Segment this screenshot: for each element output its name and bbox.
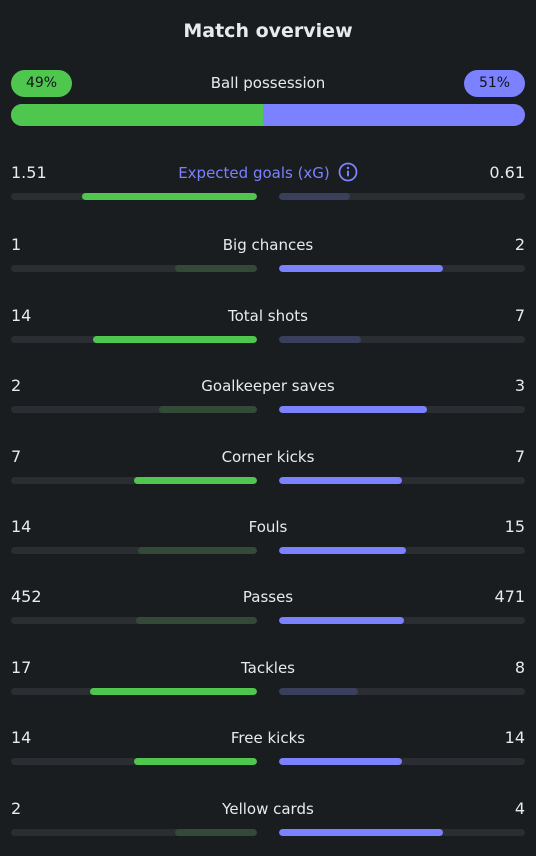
- stat-away-value: 0.61: [489, 163, 525, 182]
- stat-away-bar-track: [279, 193, 525, 200]
- stat-label: Free kicks: [11, 727, 525, 749]
- stat-home-value: 1: [11, 235, 22, 254]
- stat-home-bar-fill: [175, 265, 257, 272]
- stat-home-value: 2: [11, 376, 22, 395]
- stat-label: Big chances: [11, 234, 525, 256]
- stat-home-bar-track: [11, 336, 257, 343]
- stat-away-bar-track: [279, 829, 525, 836]
- stat-home-bar-fill: [81, 193, 257, 200]
- stat-away-bar-track: [279, 265, 525, 272]
- stat-home-bar-track: [11, 758, 257, 765]
- stat-away-bar-track: [279, 477, 525, 484]
- possession-bar: [11, 104, 525, 126]
- stat-home-bar-track: [11, 477, 257, 484]
- stat-row: 17 Tackles 8: [11, 657, 525, 701]
- stat-label: Yellow cards: [11, 798, 525, 820]
- stat-label-text: Tackles: [240, 659, 296, 677]
- stat-label-text: Expected goals (xG): [178, 164, 330, 182]
- stat-away-bar-track: [279, 758, 525, 765]
- stat-away-bar-fill: [279, 688, 358, 695]
- stat-row: 7 Corner kicks 7: [11, 446, 525, 490]
- stat-label-text: Passes: [242, 588, 294, 606]
- stat-home-value: 17: [11, 658, 32, 677]
- stat-home-bar-track: [11, 406, 257, 413]
- stat-home-bar-fill: [136, 617, 257, 624]
- stat-row: 1 Big chances 2: [11, 234, 525, 278]
- stat-label-text: Goalkeeper saves: [201, 377, 335, 395]
- stat-away-bar-fill: [279, 336, 361, 343]
- stat-home-value: 2: [11, 799, 22, 818]
- stat-row: 14 Total shots 7: [11, 305, 525, 349]
- stat-label-text: Fouls: [248, 518, 288, 536]
- stat-home-bar-fill: [89, 688, 257, 695]
- possession-row: 49% Ball possession 51%: [11, 70, 525, 97]
- stat-away-value: 2: [514, 235, 525, 254]
- stat-label-text: Yellow cards: [222, 800, 314, 818]
- possession-away-pill: 51%: [464, 70, 525, 97]
- stat-row: 2 Yellow cards 4: [11, 798, 525, 842]
- stat-away-value: 7: [514, 306, 525, 325]
- stat-home-bar-fill: [134, 758, 257, 765]
- possession-label: Ball possession: [210, 74, 326, 92]
- stat-row: 14 Fouls 15: [11, 516, 525, 560]
- stat-away-value: 471: [494, 587, 525, 606]
- stat-home-value: 1.51: [11, 163, 47, 182]
- stat-row: 452 Passes 471: [11, 586, 525, 630]
- stat-label: Corner kicks: [11, 446, 525, 468]
- page-title: Match overview: [183, 20, 353, 42]
- stat-away-bar-track: [279, 688, 525, 695]
- stat-row: 2 Goalkeeper saves 3: [11, 375, 525, 419]
- stat-home-bar-track: [11, 829, 257, 836]
- stat-home-bar-track: [11, 193, 257, 200]
- stat-label-text: Big chances: [222, 236, 314, 254]
- stat-away-bar-fill: [279, 547, 407, 554]
- stat-home-value: 14: [11, 728, 32, 747]
- stat-away-bar-track: [279, 547, 525, 554]
- stat-home-bar-track: [11, 688, 257, 695]
- stat-away-bar-fill: [279, 406, 427, 413]
- stat-away-value: 14: [504, 728, 525, 747]
- stat-away-bar-track: [279, 406, 525, 413]
- stat-home-bar-fill: [138, 547, 257, 554]
- stat-away-bar-fill: [279, 265, 444, 272]
- stat-home-value: 452: [11, 587, 42, 606]
- possession-home-fill: [11, 104, 263, 126]
- stat-home-value: 7: [11, 447, 22, 466]
- stat-home-value: 14: [11, 306, 32, 325]
- stat-label: Goalkeeper saves: [11, 375, 525, 397]
- stat-home-bar-fill: [158, 406, 257, 413]
- stat-home-bar-fill: [175, 829, 257, 836]
- stat-label: Tackles: [11, 657, 525, 679]
- stat-label: Fouls: [11, 516, 525, 538]
- stat-away-value: 3: [514, 376, 525, 395]
- stat-away-bar-fill: [279, 193, 350, 200]
- stat-away-bar-fill: [279, 477, 402, 484]
- stat-home-bar-track: [11, 547, 257, 554]
- stat-away-bar-track: [279, 336, 525, 343]
- stat-home-bar-track: [11, 265, 257, 272]
- stat-home-bar-fill: [134, 477, 257, 484]
- stat-away-value: 8: [514, 658, 525, 677]
- stat-home-bar-track: [11, 617, 257, 624]
- stat-label: Passes: [11, 586, 525, 608]
- stat-label-text: Free kicks: [230, 729, 306, 747]
- stat-away-bar-fill: [279, 617, 405, 624]
- stat-home-bar-fill: [92, 336, 257, 343]
- stat-home-value: 14: [11, 517, 32, 536]
- stat-away-value: 7: [514, 447, 525, 466]
- stat-away-bar-track: [279, 617, 525, 624]
- stat-label[interactable]: Expected goals (xG): [11, 162, 525, 184]
- stat-row: 1.51 Expected goals (xG) 0.61: [11, 162, 525, 206]
- stat-away-value: 4: [514, 799, 525, 818]
- possession-home-pill: 49%: [11, 70, 72, 97]
- stat-away-bar-fill: [279, 829, 444, 836]
- stat-away-bar-fill: [279, 758, 402, 765]
- stat-label-text: Corner kicks: [221, 448, 315, 466]
- stat-label: Total shots: [11, 305, 525, 327]
- stat-label-text: Total shots: [228, 307, 308, 325]
- info-icon[interactable]: [338, 162, 358, 182]
- stat-row: 14 Free kicks 14: [11, 727, 525, 771]
- stat-away-value: 15: [504, 517, 525, 536]
